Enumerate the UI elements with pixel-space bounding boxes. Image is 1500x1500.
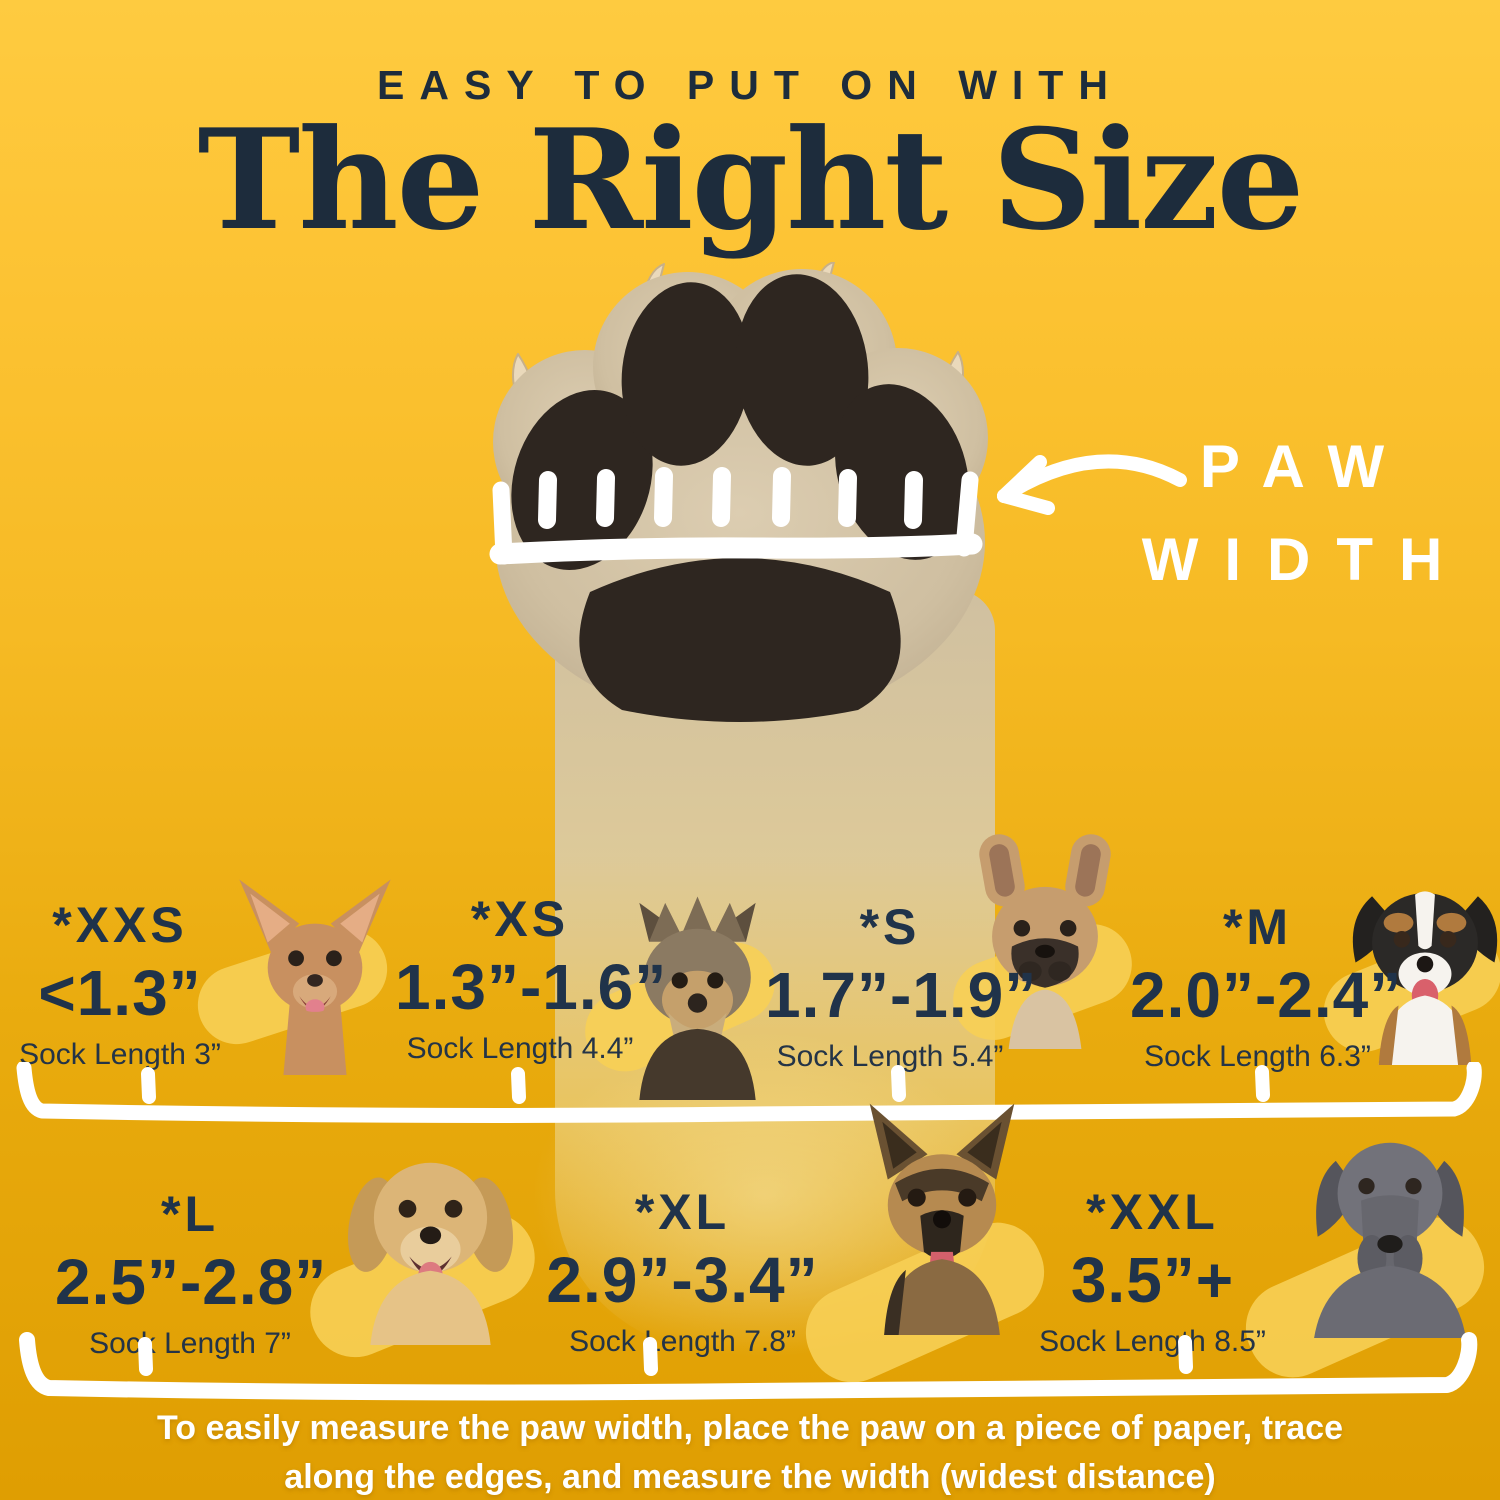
row1-bracket-line [16, 1062, 1482, 1123]
size-label: *XL [634, 1184, 731, 1240]
paw-width-range: 2.0”-2.4” [1130, 959, 1403, 1031]
page-title: The Right Size [197, 98, 1305, 261]
size-label: *L [161, 1186, 219, 1242]
paw-width-range: 2.5”-2.8” [55, 1246, 328, 1318]
paw-width-range: 1.3”-1.6” [395, 951, 668, 1023]
size-item-s: *S 1.7”-1.9” Sock Length 5.4” [765, 834, 1145, 1087]
size-item-xxs: *XXS <1.3” Sock Length 3” [15, 868, 415, 1088]
australian-shepherd-photo [1352, 891, 1498, 1065]
paw-width-range: 1.7”-1.9” [765, 959, 1038, 1031]
size-label: *M [1222, 899, 1293, 955]
row2-bracket-line [19, 1332, 1478, 1401]
size-item-l: *L 2.5”-2.8” Sock Length 7” [55, 1145, 549, 1380]
sock-length: Sock Length 8.5” [1039, 1325, 1266, 1358]
central-pad [579, 558, 901, 722]
sock-length: Sock Length 4.4” [406, 1032, 634, 1065]
size-item-xs: *XS 1.3”-1.6” Sock Length 4.4” [395, 862, 805, 1100]
great-dane-photo [1314, 1142, 1466, 1338]
golden-retriever-photo [347, 1162, 514, 1345]
paw-width-label: PAW WIDTH [1141, 433, 1469, 593]
size-item-m: *M 2.0”-2.4” Sock Length 6.3” [1130, 862, 1500, 1087]
measuring-instructions: To easily measure the paw width, place t… [157, 1409, 1343, 1497]
size-item-xxl: *XXL 3.5”+ Sock Length 8.5” [1015, 1125, 1500, 1392]
toe-pads [511, 274, 969, 570]
size-label: *XS [470, 891, 570, 947]
sock-length: Sock Length 5.4” [776, 1040, 1004, 1073]
sock-length: Sock Length 7.8” [569, 1325, 796, 1358]
chihuahua-photo [239, 879, 391, 1075]
paw-width-arrow-icon [997, 454, 1187, 515]
header-kicker: EASY TO PUT ON WITH [377, 62, 1123, 108]
size-item-xl: *XL 2.9”-3.4” Sock Length 7.8” [535, 1103, 1059, 1397]
size-label: *XXS [52, 897, 188, 953]
paw-width-measure-line [489, 467, 983, 565]
paw-width-range: 3.5”+ [1070, 1244, 1235, 1316]
paw-width-range: <1.3” [38, 957, 202, 1029]
sock-length: Sock Length 3” [19, 1038, 221, 1071]
size-label: *S [859, 899, 921, 955]
size-label: *XXL [1086, 1184, 1219, 1240]
german-shepherd-photo [869, 1103, 1015, 1335]
sock-length: Sock Length 7” [89, 1327, 291, 1360]
yorkshire-terrier-photo [639, 896, 756, 1100]
paw-width-range: 2.9”-3.4” [546, 1244, 819, 1316]
french-bulldog-photo [979, 834, 1111, 1049]
